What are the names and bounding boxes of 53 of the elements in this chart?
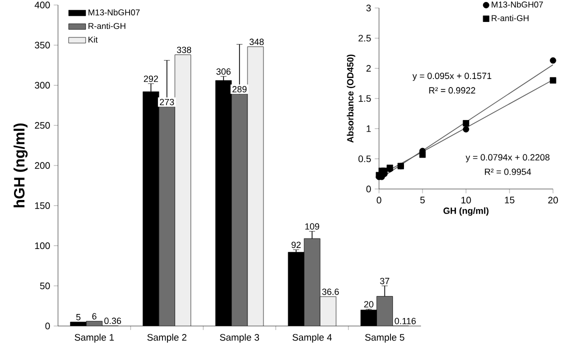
y-tick-label: 3 (366, 4, 371, 12)
data-label: 6 (92, 313, 96, 320)
x-tick-label: Sample 4 (292, 334, 332, 343)
data-label: 36.6 (322, 288, 339, 295)
y-tick-label: 400 (34, 2, 50, 8)
y-axis-title: Absorbance (OD450) (346, 54, 356, 143)
data-label: 273 (160, 98, 174, 106)
data-label: 292 (144, 76, 158, 82)
x-tick-label: Sample 5 (365, 334, 404, 343)
annotation: R² = 0.9922 (429, 87, 476, 94)
y-tick-label: 200 (34, 162, 50, 169)
data-label: 20 (364, 301, 374, 308)
annotation: y = 0.0794x + 0.2208 (466, 154, 550, 162)
x-tick-label: 10 (461, 196, 471, 204)
y-tick-label: 2 (366, 65, 371, 72)
x-axis-title: GH (ng/ml) (443, 207, 488, 216)
x-tick-label: Sample 2 (147, 334, 186, 343)
x-tick-label: 15 (504, 196, 514, 204)
data-label: 289 (232, 86, 247, 92)
data-label: 338 (176, 46, 192, 54)
x-tick-label: Sample 1 (74, 334, 114, 343)
legend-label: M13-NbGH07 (492, 1, 543, 8)
y-tick-label: 2.5 (358, 34, 371, 42)
y-tick-label: 0 (366, 186, 371, 192)
y-tick-label: 300 (34, 82, 50, 89)
y-axis-title: hGH (ng/ml) (14, 123, 28, 208)
x-tick-label: 5 (420, 196, 425, 204)
data-label: 37 (380, 278, 390, 284)
data-label: 109 (305, 223, 320, 230)
x-tick-label: 20 (548, 196, 558, 204)
y-tick-label: 0 (45, 322, 50, 330)
data-label: 348 (250, 38, 264, 46)
data-label: 5 (76, 314, 80, 320)
data-label: 0.116 (394, 318, 416, 324)
legend-label: R-anti-GH (492, 14, 529, 22)
data-label: 306 (216, 68, 231, 75)
y-tick-label: 100 (35, 242, 50, 250)
legend-label: M13-NbGH07 (88, 9, 140, 16)
y-tick-label: 1.5 (358, 95, 371, 102)
y-tick-label: 1 (366, 125, 371, 132)
annotation: y = 0.095x + 0.1571 (412, 72, 492, 81)
y-tick-label: 350 (34, 42, 50, 48)
data-label: 92 (292, 242, 301, 248)
x-tick-label: 0 (376, 196, 382, 204)
y-tick-label: 0.5 (358, 155, 371, 162)
x-tick-label: Sample 3 (220, 334, 260, 343)
data-label: 0.36 (104, 318, 122, 324)
legend-label: Kit (88, 36, 98, 43)
legend-label: R-anti-GH (88, 22, 126, 30)
y-tick-label: 250 (34, 122, 50, 129)
y-tick-label: 150 (35, 202, 50, 209)
y-tick-label: 50 (40, 282, 50, 290)
annotation: R² = 0.9954 (484, 168, 532, 175)
